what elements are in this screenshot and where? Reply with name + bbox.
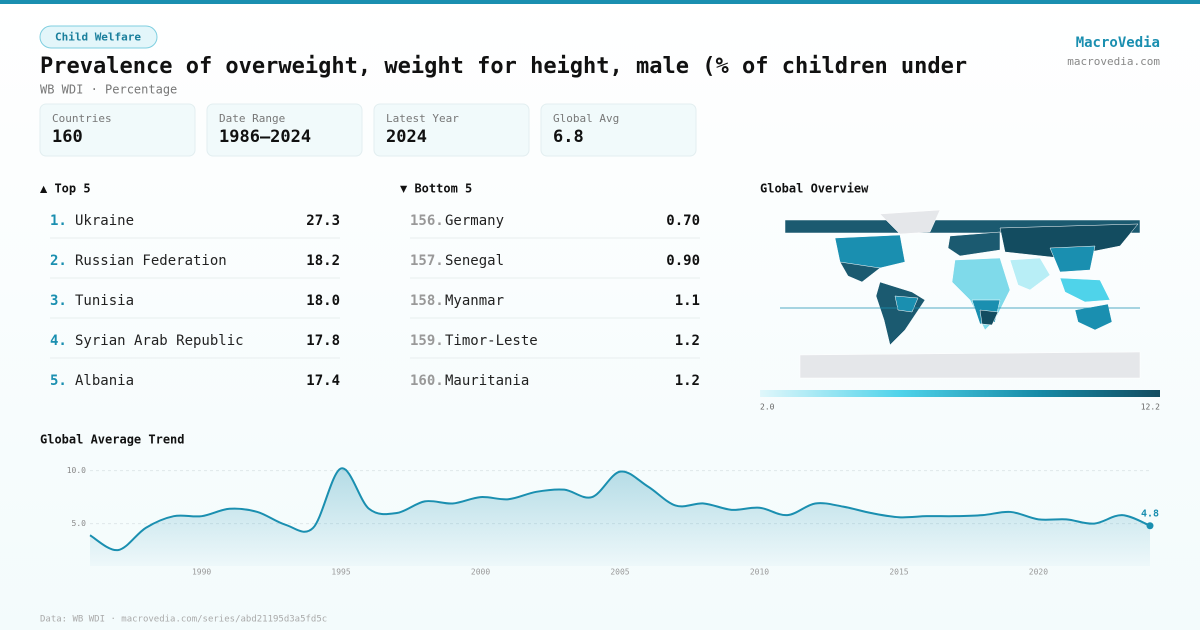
brand: MacroVedia [1076, 35, 1160, 51]
value: 1.2 [675, 333, 700, 349]
x-tick-label: 1995 [331, 568, 350, 577]
stat-card [373, 103, 530, 157]
stat-value: 1986–2024 [219, 127, 311, 147]
x-tick-label: 2005 [610, 568, 629, 577]
top-title: ▲ Top 5 [40, 182, 91, 196]
end-point [1146, 522, 1154, 530]
country: Myanmar [445, 293, 504, 309]
stat-value: 6.8 [553, 127, 584, 147]
rank: 157. [410, 253, 444, 269]
subtitle: WB WDI · Percentage [40, 83, 177, 97]
country: Senegal [445, 253, 504, 269]
rank: 160. [410, 373, 444, 389]
rank: 5. [50, 373, 67, 389]
site: macrovedia.com [1067, 55, 1160, 68]
y-tick-label: 10.0 [67, 466, 86, 475]
value: 1.2 [675, 373, 700, 389]
rank: 158. [410, 293, 444, 309]
x-tick-label: 2010 [750, 568, 769, 577]
footer: Data: WB WDI · macrovedia.com/series/abd… [40, 615, 327, 625]
world-map [780, 209, 1141, 379]
map-title: Global Overview [760, 182, 869, 196]
stat-card [540, 103, 697, 157]
tag: Child Welfare [55, 31, 141, 44]
rank: 1. [50, 213, 67, 229]
country: Mauritania [445, 373, 529, 389]
color-scale [760, 390, 1160, 397]
stat-value: 2024 [386, 127, 427, 147]
rank: 4. [50, 333, 67, 349]
country: Ukraine [75, 213, 134, 229]
x-tick-label: 2015 [889, 568, 908, 577]
x-tick-label: 2000 [471, 568, 490, 577]
trend-chart: 5.0 10.0 1990 1995 2000 2005 2010 2015 2020 4.8 [67, 466, 1159, 576]
rank: 2. [50, 253, 67, 269]
stat-card [39, 103, 196, 157]
lists: 1. Ukraine 27.3 2. Russian Federation 18.2 3. T… [50, 213, 700, 389]
scale-labels: 2.0 12.2 [760, 403, 1160, 412]
top-bar [0, 0, 1200, 4]
stat-label: Countries [52, 112, 112, 125]
tag-pill [39, 25, 158, 49]
stats: Countries 160 Date Range 1986–2024 Latest Ye… [39, 103, 697, 157]
line [89, 467, 1151, 552]
y-tick-label: 5.0 [72, 519, 87, 528]
title: Prevalence of overweight, weight for hei… [40, 54, 967, 79]
stat-value: 160 [52, 127, 83, 147]
country: Tunisia [75, 293, 134, 309]
bottom-title: ▼ Bottom 5 [400, 182, 472, 196]
country: Germany [445, 213, 504, 229]
scale-label: 12.2 [1141, 403, 1160, 412]
stat-label: Latest Year [386, 112, 459, 125]
value: 27.3 [306, 213, 340, 229]
rank: 156. [410, 213, 444, 229]
stat-label: Date Range [219, 112, 285, 125]
value: 0.70 [666, 213, 700, 229]
stat-label: Global Avg [553, 112, 619, 125]
x-tick-label: 2020 [1029, 568, 1048, 577]
value: 0.90 [666, 253, 700, 269]
value: 1.1 [675, 293, 700, 309]
value: 18.2 [306, 253, 340, 269]
rank: 159. [410, 333, 444, 349]
country: Timor-Leste [445, 333, 538, 349]
value: 17.4 [306, 373, 340, 389]
country: Syrian Arab Republic [75, 333, 244, 349]
chart-title: Global Average Trend [40, 433, 185, 447]
country: Russian Federation [75, 253, 227, 269]
end-label: 4.8 [1141, 509, 1159, 520]
value: 17.8 [306, 333, 340, 349]
rank: 3. [50, 293, 67, 309]
scale-label: 2.0 [760, 403, 775, 412]
area [90, 468, 1150, 566]
value: 18.0 [306, 293, 340, 309]
x-tick-label: 1990 [192, 568, 211, 577]
stat-card [206, 103, 363, 157]
country: Albania [75, 373, 134, 389]
